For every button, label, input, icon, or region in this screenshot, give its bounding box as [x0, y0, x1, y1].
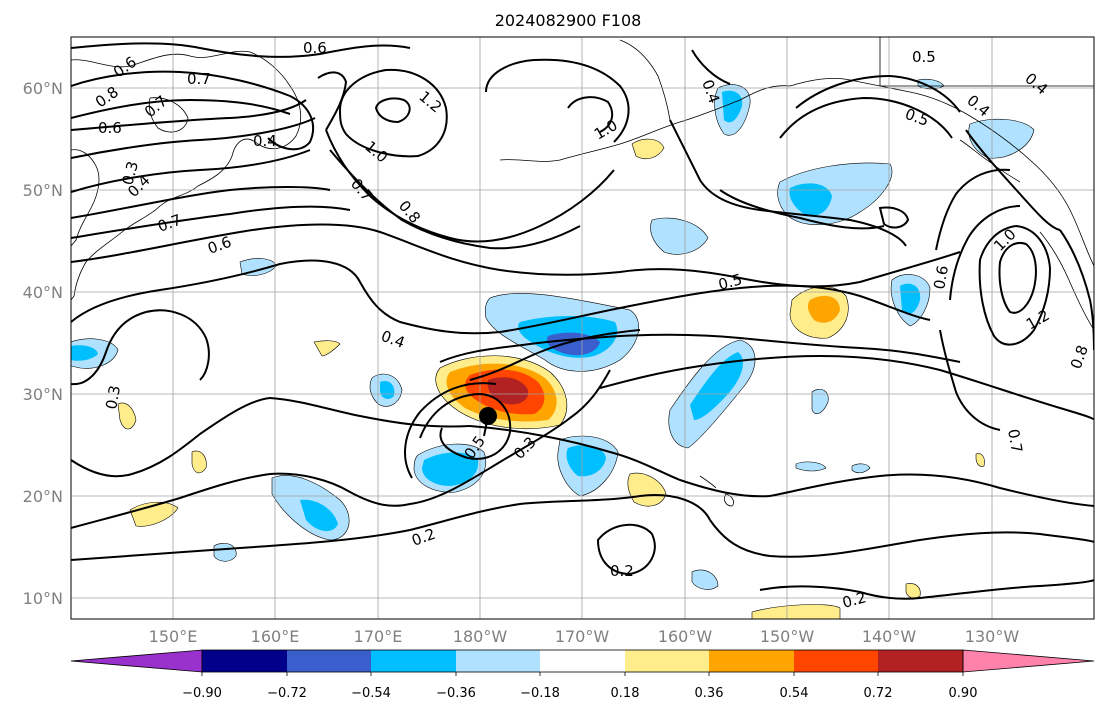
lat-label-30: 30°N [23, 385, 63, 404]
lat-label-10: 10°N [23, 589, 63, 608]
contour-label: 0.2 [610, 562, 634, 580]
contour-label: 0.6 [930, 264, 952, 291]
shaded-field-layer [71, 78, 1035, 619]
colorbar: −0.90 −0.72 −0.54 −0.36 −0.18 0.18 0.36 … [70, 649, 1095, 701]
colorbar-tick-label: −0.90 [182, 686, 222, 701]
lat-label-50: 50°N [23, 181, 63, 200]
contour-label: 0.6 [303, 39, 327, 57]
contour-label: 0.2 [840, 588, 868, 612]
contour-label: 0.3 [118, 159, 142, 187]
lon-label-140w: 140°W [862, 627, 917, 646]
graticule-layer [71, 37, 1094, 619]
colorbar-tick-label: 0.72 [864, 686, 893, 701]
colorbar-bin [202, 650, 287, 672]
storm-center-marker [479, 407, 497, 437]
lon-label-170e: 170°E [354, 627, 403, 646]
lon-label-170w: 170°W [555, 627, 610, 646]
lon-label-150w: 150°W [760, 627, 815, 646]
lon-label-160w: 160°W [658, 627, 713, 646]
colorbar-bin [456, 650, 540, 672]
map-frame [70, 36, 1095, 620]
colorbar-tick-label: −0.72 [267, 686, 307, 701]
colorbar-extend-low [70, 649, 203, 673]
colorbar-extend-high [962, 649, 1095, 673]
contour-label: 0.4 [253, 132, 277, 150]
lat-label-20: 20°N [23, 487, 63, 506]
colorbar-bin [540, 650, 625, 672]
colorbar-tick-label: 0.18 [611, 686, 640, 701]
contour-label: 0.7 [187, 70, 211, 88]
colorbar-tick-label: 0.90 [949, 686, 978, 701]
contour-label: 0.5 [912, 48, 936, 66]
contour-line-layer [71, 42, 1094, 600]
contour-label: 0.7 [1004, 428, 1026, 455]
colorbar-bin [371, 650, 456, 672]
lon-label-130w: 130°W [965, 627, 1020, 646]
contour-label: 0.5 [716, 270, 744, 294]
lon-label-160e: 160°E [251, 627, 300, 646]
colorbar-tick-label: 0.54 [780, 686, 809, 701]
lon-label-150e: 150°E [149, 627, 198, 646]
colorbar-tick-label: −0.54 [351, 686, 391, 701]
map-panel: 0.6 0.7 0.8 0.6 0.7 0.4 0.3 0.4 0.7 0.6 … [70, 36, 1095, 620]
colorbar-bin [625, 650, 709, 672]
lon-label-180w: 180°W [453, 627, 508, 646]
lat-label-60: 60°N [23, 79, 63, 98]
colorbar-bin [709, 650, 794, 672]
colorbar-bin [287, 650, 371, 672]
colorbar-bin [878, 650, 963, 672]
colorbar-tick-label: −0.36 [436, 686, 476, 701]
contour-label: 0.6 [98, 119, 122, 137]
colorbar-tick-label: −0.18 [520, 686, 560, 701]
lat-label-40: 40°N [23, 283, 63, 302]
colorbar-tick-label: 0.36 [695, 686, 724, 701]
lon-axis: 150°E 160°E 170°E 180°W 170°W 160°W 150°… [149, 627, 1020, 646]
map-title: 2024082900 F108 [495, 11, 642, 30]
colorbar-bin [794, 650, 878, 672]
contour-label: 0.3 [102, 384, 124, 411]
lat-axis: 60°N 50°N 40°N 30°N 20°N 10°N [23, 79, 63, 608]
